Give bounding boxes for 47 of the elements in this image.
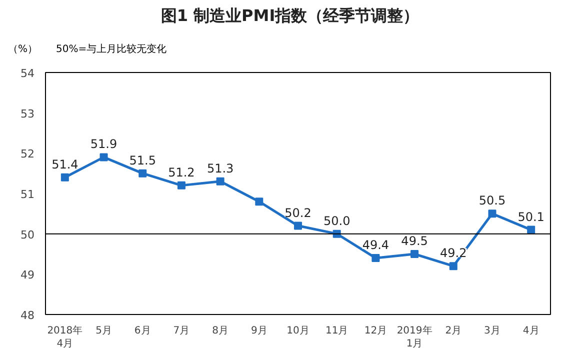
data-label: 50.5: [478, 194, 506, 208]
x-tick-label: 2月: [445, 326, 462, 336]
point: [449, 262, 458, 270]
text: 50%=与上月比较无变化: [56, 43, 167, 57]
x-tick-label: 6月: [134, 326, 151, 336]
data-label: 50.0: [323, 214, 350, 228]
data-label: 50.2: [284, 206, 312, 220]
data-label: 51.5: [129, 153, 156, 168]
x-tick-label: 3月: [484, 326, 500, 336]
y-tick-label: 51: [20, 188, 35, 201]
point: [138, 169, 147, 178]
x-tick-label: 7月: [173, 326, 190, 336]
x-tick-label: 10月: [286, 326, 310, 336]
point: [372, 254, 380, 262]
data-label: 51.9: [90, 137, 118, 152]
x-tick-label: 12月: [364, 326, 388, 336]
x-tick-label: 8月: [212, 326, 228, 336]
y-tick-label: 52: [20, 148, 35, 161]
y-tick-label: 54: [20, 67, 35, 80]
chart-title: 图1 制造业PMI指数（经季节调整）: [160, 5, 420, 27]
data-label: 51.3: [206, 161, 234, 176]
x-tick-label: 11月: [325, 326, 348, 336]
data-label: 50.1: [518, 210, 544, 224]
point: [527, 226, 536, 234]
x-tick-label: 2019年 1月: [396, 324, 432, 348]
y-tick-label: 48: [20, 309, 35, 322]
y-tick-label: 50: [20, 228, 35, 242]
x-tick-label: 9月: [250, 326, 268, 336]
point: [60, 173, 69, 182]
data-label: 51.4: [52, 157, 78, 172]
y-tick-label: 49: [20, 268, 35, 282]
point: [177, 181, 186, 190]
point: [255, 198, 264, 206]
data-label: 49.5: [401, 234, 428, 248]
point: [100, 153, 108, 162]
point: [294, 222, 302, 230]
y-axis-title: （%）: [8, 43, 38, 57]
y-tick-label: 53: [20, 107, 35, 120]
point: [216, 177, 224, 186]
point: [488, 210, 496, 218]
x-tick-label: 2018年 4月: [47, 324, 83, 348]
data-label: 51.2: [168, 165, 195, 180]
x-tick-label: 5月: [96, 326, 112, 336]
point: [410, 250, 419, 258]
x-tick-label: 4月: [522, 326, 540, 336]
data-label: 49.4: [362, 238, 390, 252]
data-label: 49.2: [440, 246, 467, 260]
